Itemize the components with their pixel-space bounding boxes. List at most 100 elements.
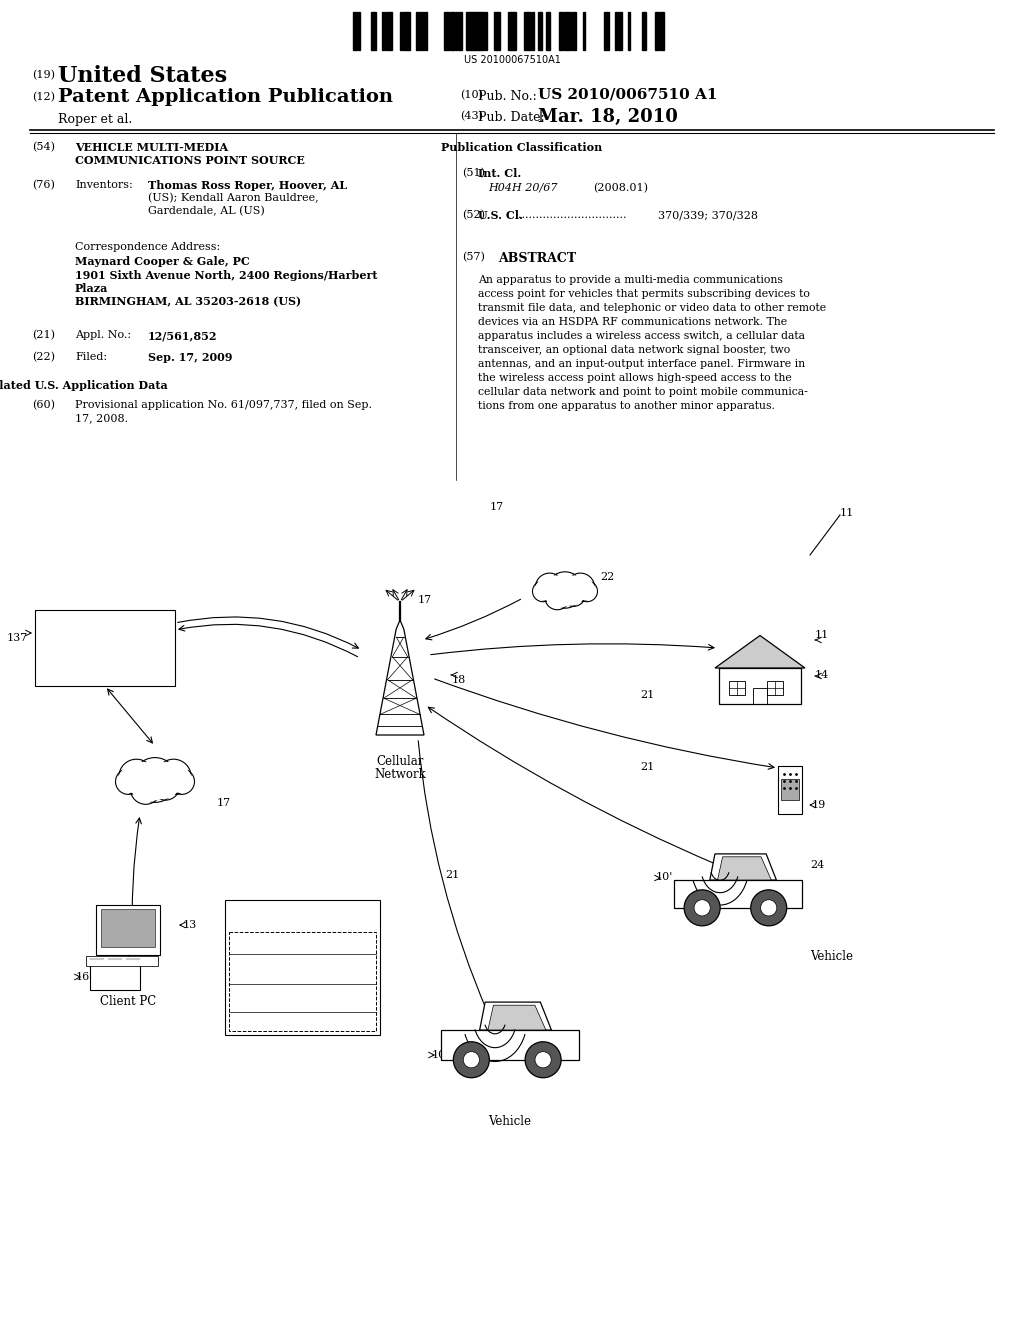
Text: transmit file data, and telephonic or video data to other remote: transmit file data, and telephonic or vi… bbox=[478, 304, 826, 313]
Text: antennas, and an input-output interface panel. Firmware in: antennas, and an input-output interface … bbox=[478, 359, 805, 370]
Circle shape bbox=[577, 581, 597, 602]
Circle shape bbox=[131, 774, 161, 804]
Polygon shape bbox=[487, 1006, 546, 1030]
Bar bbox=[571, 12, 573, 50]
Bar bbox=[654, 12, 659, 50]
Bar bbox=[617, 12, 622, 50]
Text: Client PC: Client PC bbox=[100, 995, 156, 1008]
Text: 12/561,852: 12/561,852 bbox=[148, 330, 217, 341]
Circle shape bbox=[751, 890, 786, 925]
Text: DNS and: DNS and bbox=[82, 634, 128, 642]
Text: Publication Classification: Publication Classification bbox=[441, 143, 603, 153]
Polygon shape bbox=[479, 1002, 551, 1030]
Circle shape bbox=[546, 586, 568, 609]
Circle shape bbox=[536, 573, 563, 602]
Bar bbox=[781, 779, 799, 800]
Text: 14: 14 bbox=[815, 671, 829, 680]
Bar bbox=[455, 12, 457, 50]
Text: Appl. No.:: Appl. No.: bbox=[75, 330, 131, 341]
Text: Cellular: Cellular bbox=[376, 755, 424, 768]
Circle shape bbox=[133, 758, 177, 801]
Text: VEHICLE MULTI-MEDIA: VEHICLE MULTI-MEDIA bbox=[75, 143, 228, 153]
Bar bbox=[471, 12, 473, 50]
Bar bbox=[474, 12, 478, 50]
Text: (2008.01): (2008.01) bbox=[593, 183, 648, 193]
Text: COMMUNICATIONS POINT SOURCE: COMMUNICATIONS POINT SOURCE bbox=[75, 154, 305, 166]
Text: 2. Communication: 2. Communication bbox=[233, 987, 317, 997]
Bar bbox=[96, 906, 160, 954]
Text: Thomas Ross Roper, Hoover, AL: Thomas Ross Roper, Hoover, AL bbox=[148, 180, 347, 191]
Bar bbox=[444, 12, 449, 50]
Bar bbox=[400, 12, 402, 50]
Bar bbox=[468, 12, 471, 50]
Circle shape bbox=[463, 1052, 479, 1068]
Text: 21: 21 bbox=[445, 870, 459, 880]
Text: (60): (60) bbox=[32, 400, 55, 411]
Circle shape bbox=[153, 772, 178, 799]
Circle shape bbox=[120, 760, 154, 793]
Circle shape bbox=[535, 1052, 551, 1068]
Text: 17: 17 bbox=[490, 502, 504, 512]
Text: Correspondence Address:: Correspondence Address: bbox=[75, 242, 220, 252]
Circle shape bbox=[117, 770, 140, 793]
Text: RAM: RAM bbox=[289, 917, 316, 927]
Text: (54): (54) bbox=[32, 143, 55, 152]
Text: (57): (57) bbox=[462, 252, 485, 263]
Bar bbox=[485, 12, 487, 50]
Text: PC: PC bbox=[295, 906, 310, 915]
Bar bbox=[538, 12, 542, 50]
Text: 1. HTML Browser: 1. HTML Browser bbox=[233, 958, 315, 968]
Polygon shape bbox=[718, 857, 771, 880]
Text: An apparatus to provide a multi-media communications: An apparatus to provide a multi-media co… bbox=[478, 275, 783, 285]
Bar bbox=[482, 12, 484, 50]
Circle shape bbox=[578, 582, 596, 601]
Text: 11: 11 bbox=[815, 630, 829, 640]
Text: U.S. Cl.: U.S. Cl. bbox=[478, 210, 523, 220]
Text: Plaza: Plaza bbox=[75, 282, 109, 294]
Text: 17: 17 bbox=[418, 595, 432, 605]
Text: Internet: Internet bbox=[131, 785, 179, 799]
Circle shape bbox=[694, 900, 711, 916]
Circle shape bbox=[562, 583, 585, 606]
Text: Pub. No.:: Pub. No.: bbox=[478, 90, 537, 103]
Bar bbox=[101, 909, 155, 946]
Bar bbox=[719, 668, 801, 704]
Bar bbox=[225, 900, 380, 1035]
Text: (76): (76) bbox=[32, 180, 55, 190]
Circle shape bbox=[121, 760, 153, 792]
Bar bbox=[628, 12, 630, 50]
Text: Gardendale, AL (US): Gardendale, AL (US) bbox=[148, 206, 265, 216]
Text: (US); Kendall Aaron Bauldree,: (US); Kendall Aaron Bauldree, bbox=[148, 193, 318, 203]
Bar bbox=[450, 12, 454, 50]
Bar bbox=[441, 1030, 579, 1060]
Bar bbox=[86, 956, 158, 966]
Bar bbox=[514, 12, 516, 50]
Text: transceiver, an optional data network signal booster, two: transceiver, an optional data network si… bbox=[478, 345, 791, 355]
Circle shape bbox=[563, 585, 584, 605]
Text: Inventors:: Inventors: bbox=[75, 180, 133, 190]
Bar bbox=[416, 12, 419, 50]
Text: Int. Cl.: Int. Cl. bbox=[478, 168, 521, 180]
Text: Transmission: Transmission bbox=[233, 1001, 303, 1010]
Bar bbox=[422, 12, 424, 50]
Text: 16: 16 bbox=[76, 972, 90, 982]
Bar bbox=[458, 12, 462, 50]
Text: Sep. 17, 2009: Sep. 17, 2009 bbox=[148, 352, 232, 363]
Text: Network: Network bbox=[374, 768, 426, 781]
Text: Loaded Programs: Loaded Programs bbox=[262, 936, 343, 945]
Bar bbox=[353, 12, 357, 50]
Text: Vehicle: Vehicle bbox=[488, 1115, 531, 1129]
Circle shape bbox=[545, 585, 569, 610]
Circle shape bbox=[152, 772, 179, 800]
Bar bbox=[559, 12, 563, 50]
Text: Related U.S. Application Data: Related U.S. Application Data bbox=[0, 380, 167, 391]
Text: Cellular Gateway,: Cellular Gateway, bbox=[60, 620, 150, 630]
Circle shape bbox=[761, 900, 777, 916]
Text: US 20100067510A1: US 20100067510A1 bbox=[464, 55, 560, 65]
Circle shape bbox=[537, 574, 562, 601]
Text: (43): (43) bbox=[460, 111, 483, 121]
Circle shape bbox=[532, 581, 553, 602]
Bar bbox=[466, 12, 468, 50]
Text: Infrastructure: Infrastructure bbox=[69, 645, 141, 655]
Text: ...............................: ............................... bbox=[518, 210, 627, 220]
